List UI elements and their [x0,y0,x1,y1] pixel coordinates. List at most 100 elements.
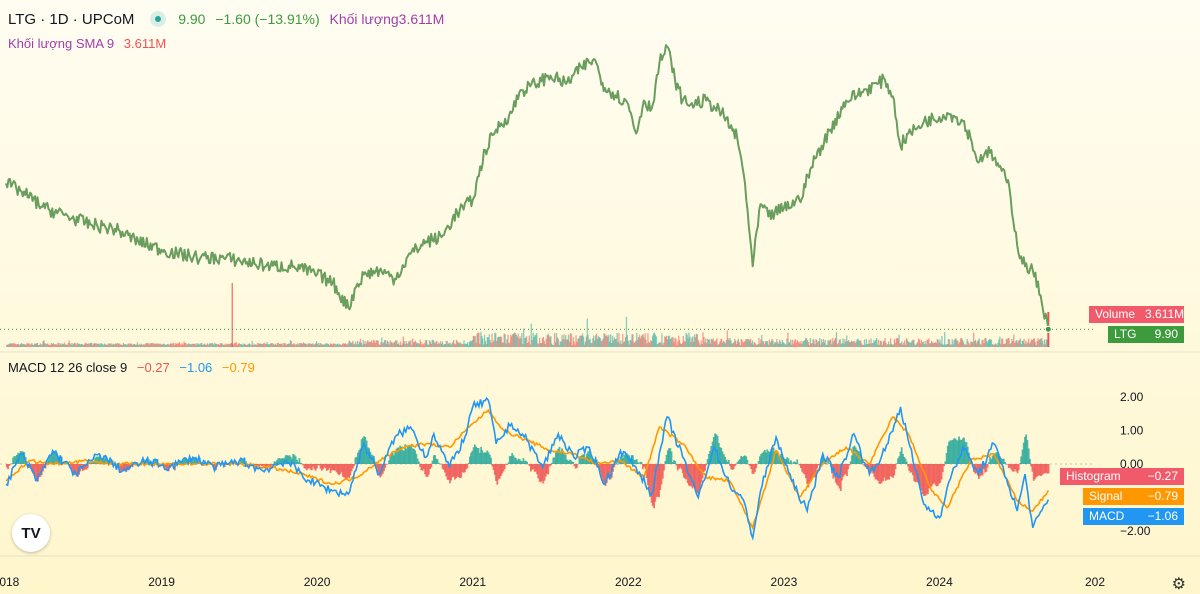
gear-icon[interactable]: ⚙ [1171,576,1186,593]
histogram-bar [907,464,909,467]
histogram-bar [709,450,711,464]
histogram-bar [791,463,794,465]
volume-bar [776,339,778,347]
histogram-bar [547,464,550,475]
histogram-bar [1030,464,1033,467]
volume-bar [782,342,784,347]
volume-bar [497,337,499,347]
volume-bar [160,343,162,347]
volume-bar [261,344,264,347]
volume-bar [98,343,100,347]
sma-label[interactable]: Khối lượng SMA 9 [8,36,115,51]
histogram-bar [964,441,967,464]
volume-bar [391,342,393,347]
histogram-bar [661,464,664,479]
volume-bar [531,339,533,347]
volume-bar [433,341,435,347]
volume-bar [653,332,656,347]
volume-bar [1013,334,1015,347]
volume-bar [164,344,166,347]
volume-bar [369,341,371,347]
volume-bar [21,344,24,347]
histogram-bar [750,464,753,469]
volume-bar [840,344,842,347]
volume-bar [561,335,563,347]
macd-y-tick: −2.00 [1120,524,1151,538]
volume-bar [881,344,883,347]
volume-bar [147,343,150,347]
volume-bar [645,339,647,347]
histogram-bar [497,464,500,480]
volume-bar [314,344,316,347]
histogram-bar [43,464,46,468]
histogram-bar [454,464,456,480]
volume-bar [917,341,919,347]
histogram-bar [389,456,392,464]
volume-bar [477,332,479,347]
volume-bar [230,343,232,347]
histogram-bar [683,464,685,478]
volume-bar [613,337,615,347]
histogram-bar [376,464,379,473]
volume-bar [635,340,637,347]
histogram-bar [165,464,168,469]
volume-bar [989,339,992,347]
volume-bar [245,344,247,347]
volume-bar [878,344,881,347]
volume-bar [616,332,618,347]
histogram-bar [765,452,767,464]
volume-bar [19,344,21,347]
macd-title[interactable]: MACD 12 26 close 9 [8,360,128,375]
volume-bar [268,344,270,347]
volume-bar [1000,344,1002,347]
volume-bar [690,342,692,347]
volume-bar [106,345,109,347]
histogram-bar [874,464,877,480]
volume-bar [904,344,907,347]
volume-bar [362,339,364,347]
histogram-bar [6,464,8,468]
volume-bar [803,341,805,347]
histogram-bar [614,464,617,465]
volume-bar [702,332,704,347]
volume-bar [724,343,726,347]
volume-bar [664,336,666,347]
volume-bar [516,336,518,347]
volume-bar [265,344,267,347]
volume-bar [522,344,524,347]
volume-bar [1005,338,1007,347]
histogram-bar [485,452,487,464]
symbol-title[interactable]: LTG · 1D · UPCoM [8,11,135,28]
volume-bar [478,332,480,347]
histogram-bar [464,464,466,473]
volume-bar [210,343,212,347]
histogram-bar [846,464,848,477]
volume-bar [446,341,448,347]
volume-bar [34,343,37,347]
tradingview-logo-icon[interactable]: TV [12,514,50,552]
histogram-bar [773,451,776,464]
volume-bar [127,343,129,347]
histogram-bar [54,452,57,464]
volume-bar [564,339,566,347]
histogram-bar [543,464,546,481]
volume-bar [798,342,800,347]
volume-bar [486,337,488,347]
histogram-bar [1032,464,1035,481]
volume-bar [707,339,710,347]
histogram-bar [515,458,517,464]
volume-bar [993,344,995,347]
volume-bar [837,343,839,347]
volume-bar [132,344,135,347]
volume-bar [216,343,218,347]
histogram-bar [516,460,519,464]
volume-bar [63,342,66,347]
volume-bar [656,343,658,347]
volume-bar [142,344,144,347]
volume-bar [658,342,660,347]
histogram-bar [1036,464,1039,477]
histogram-bar [588,450,591,464]
volume-bar [716,338,718,347]
